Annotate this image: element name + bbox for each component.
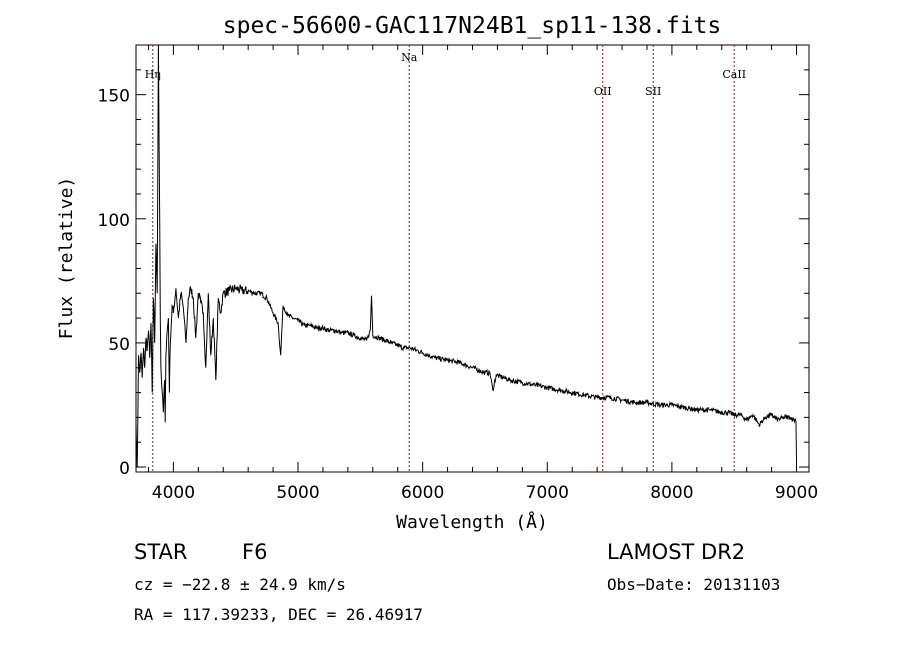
y-tick-label: 100: [98, 211, 130, 231]
x-tick-label: 4000: [152, 483, 195, 503]
line-marker-label: CaII: [722, 68, 746, 81]
x-tick-label: 8000: [650, 483, 693, 503]
y-tick-label: 150: [98, 87, 130, 107]
x-tick-label: 6000: [401, 483, 444, 503]
subclass-label: F6: [242, 540, 267, 564]
line-marker-label: Hη: [145, 68, 161, 81]
x-axis: 4000 5000 6000 7000 8000 9000: [147, 45, 818, 503]
spectral-line-markers: Hη Na OII SII CaII: [145, 45, 746, 472]
obs-date-text: Obs−Date: 20131103: [607, 575, 780, 594]
y-tick-label: 0: [119, 459, 130, 479]
line-marker-label: OII: [594, 85, 612, 98]
y-axis-label: Flux (relative): [56, 177, 77, 340]
chart-title: spec-56600-GAC117N24B1_sp11-138.fits: [223, 13, 722, 39]
spectrum-series: [135, 44, 797, 468]
redshift-text: cz = −22.8 ± 24.9 km/s: [134, 575, 346, 594]
survey-label: LAMOST DR2: [607, 540, 745, 564]
class-label: STAR: [134, 540, 187, 564]
coords-text: RA = 117.39233, DEC = 26.46917: [134, 605, 423, 624]
line-marker-label: SII: [645, 85, 661, 98]
x-tick-label: 7000: [526, 483, 569, 503]
x-axis-label: Wavelength (Å): [396, 511, 548, 533]
x-tick-label: 9000: [775, 483, 818, 503]
line-marker-label: Na: [401, 51, 418, 64]
y-tick-label: 50: [108, 335, 130, 355]
x-tick-label: 5000: [276, 483, 319, 503]
y-axis: 0 50 100 150: [98, 44, 809, 479]
